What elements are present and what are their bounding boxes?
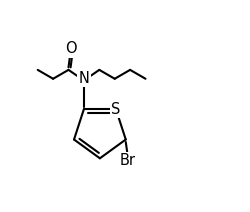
Text: O: O [65,42,76,56]
Text: N: N [78,71,89,86]
Text: S: S [111,102,120,117]
Text: Br: Br [120,153,136,168]
